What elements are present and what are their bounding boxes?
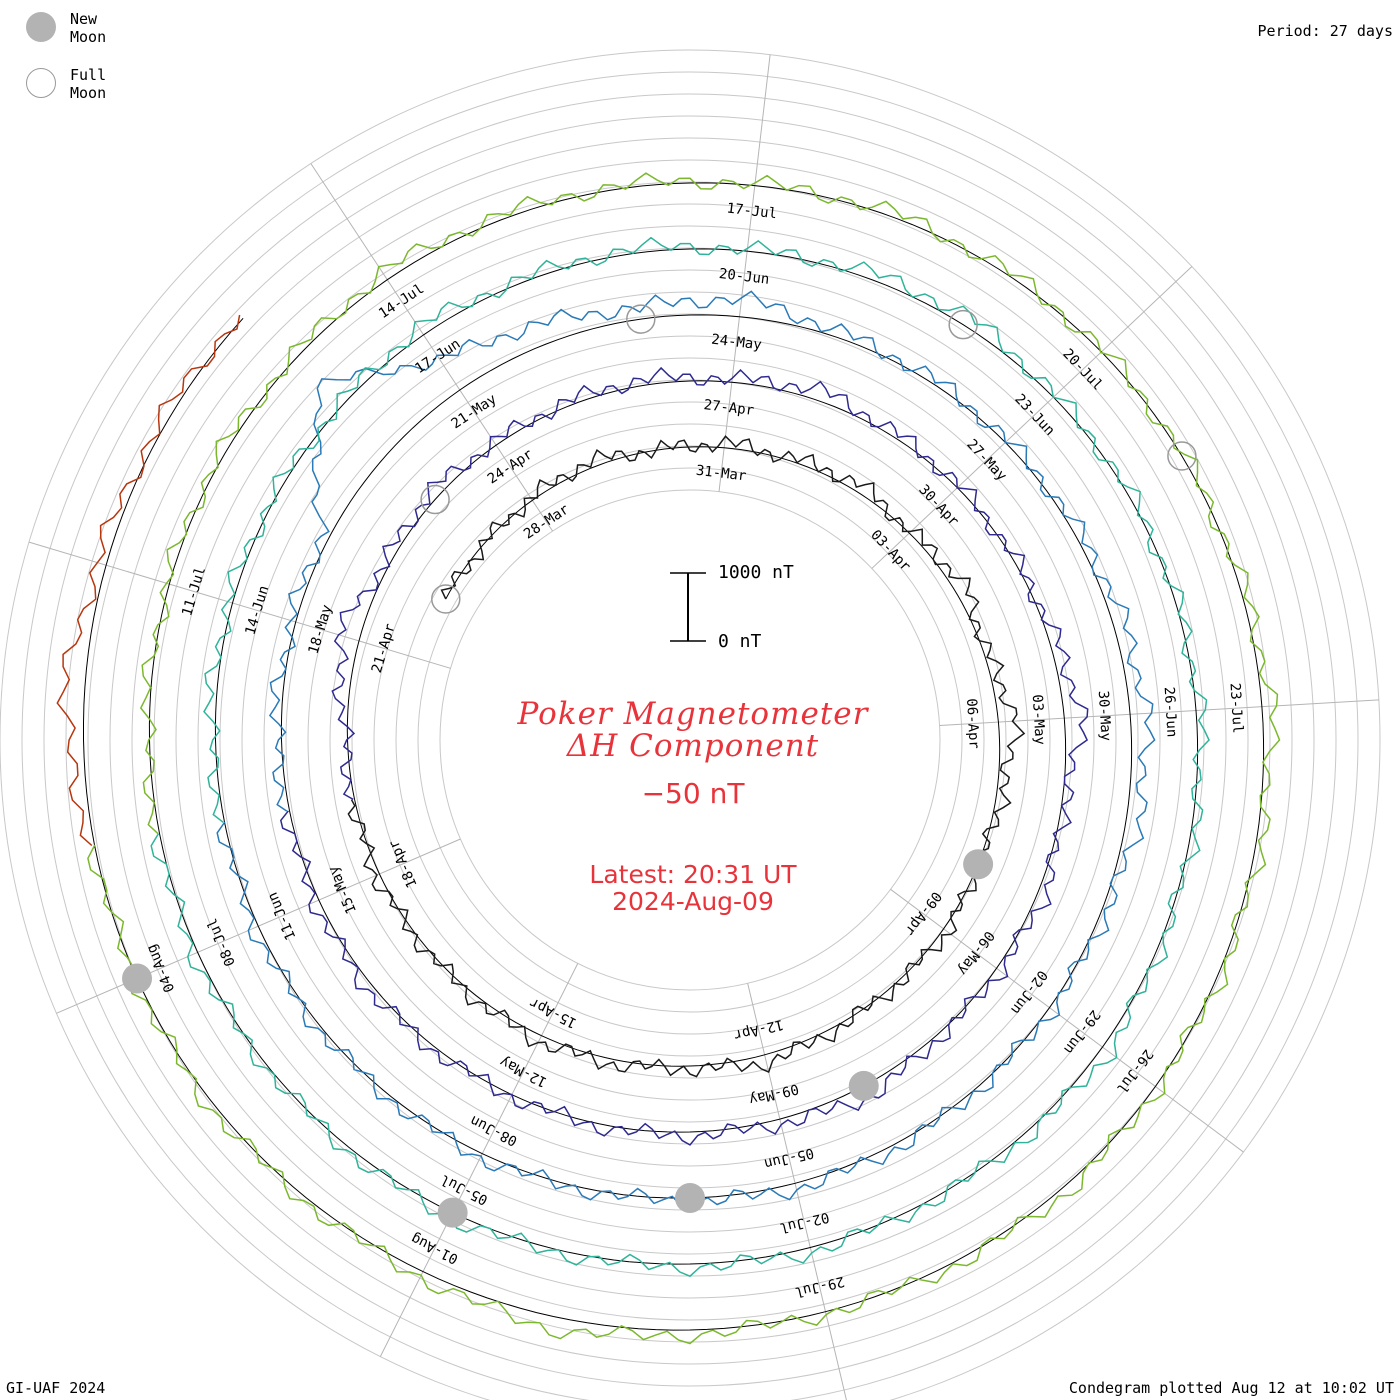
date-label: 12-May xyxy=(497,1053,549,1090)
footer-credit: GI-UAF 2024 xyxy=(6,1379,106,1397)
grid-circle xyxy=(351,401,1029,1079)
date-spoke xyxy=(379,963,579,1357)
offset-label: −50 nT xyxy=(641,777,745,810)
footer-plotted: Condegram plotted Aug 12 at 10:02 UT xyxy=(1068,1379,1394,1397)
full-moon-label: Full Moon xyxy=(70,66,107,102)
date-label: 06-Apr xyxy=(963,698,982,749)
new-moon-label: New Moon xyxy=(70,10,107,46)
date-label: 27-Apr xyxy=(703,397,755,419)
grid-circle xyxy=(329,379,1051,1101)
date-label: 26-Jun xyxy=(1161,686,1180,737)
latest-time: Latest: 20:31 UT xyxy=(589,860,797,889)
grid-circle xyxy=(395,445,985,1035)
date-label: 06-May xyxy=(954,928,997,978)
date-label: 20-Jul xyxy=(1059,346,1105,394)
date-label: 30-May xyxy=(1095,690,1114,741)
scale-top-label: 1000 nT xyxy=(718,562,794,583)
series-trace xyxy=(279,366,1089,1146)
date-label: 30-Apr xyxy=(915,482,961,530)
date-label: 03-Apr xyxy=(867,527,913,575)
new-moon-marker xyxy=(122,963,153,994)
date-spoke xyxy=(890,888,1244,1153)
full-moon-marker xyxy=(420,484,450,515)
date-label: 14-Jul xyxy=(376,281,427,322)
grid-circle xyxy=(197,247,1183,1233)
date-spoke xyxy=(310,163,554,532)
date-label: 29-Jul xyxy=(793,1273,846,1300)
date-label: 28-Mar xyxy=(521,501,572,542)
grid-circle xyxy=(131,181,1249,1299)
date-label: 09-May xyxy=(747,1080,800,1107)
baseline-spiral xyxy=(83,182,1265,1331)
moon-markers xyxy=(122,304,1197,1228)
grid-circle xyxy=(373,423,1007,1057)
grid-circle xyxy=(417,467,963,1013)
grid-circle xyxy=(43,93,1337,1387)
series-trace xyxy=(150,236,1210,1278)
baselines xyxy=(83,182,1265,1331)
date-label: 17-Jun xyxy=(412,336,463,377)
date-label: 12-Apr xyxy=(732,1016,785,1043)
date-label: 27-May xyxy=(963,436,1009,484)
date-label: 24-Apr xyxy=(485,446,536,487)
chart-subtitle: ΔH Component xyxy=(566,728,820,764)
date-label: 23-Jul xyxy=(1227,682,1246,733)
date-label: 02-Jun xyxy=(1007,967,1050,1017)
new-moon-marker xyxy=(675,1183,705,1213)
new-moon-marker xyxy=(437,1197,468,1228)
date-label: 31-Mar xyxy=(695,463,747,485)
grid-circles xyxy=(0,49,1381,1400)
grid-circle xyxy=(21,71,1359,1400)
date-label: 11-Jul xyxy=(179,565,209,618)
date-label: 15-Apr xyxy=(527,994,579,1031)
series-trace xyxy=(216,290,1156,1212)
series-trace xyxy=(87,172,1281,1345)
scale-bottom-label: 0 nT xyxy=(718,631,762,652)
date-label: 18-May xyxy=(306,603,336,656)
new-moon-marker xyxy=(848,1070,879,1101)
date-label: 03-May xyxy=(1029,694,1048,745)
grid-circle xyxy=(307,357,1073,1123)
chart-title: Poker Magnetometer xyxy=(517,696,869,732)
date-label: 26-Jul xyxy=(1113,1046,1156,1096)
full-moon-icon xyxy=(26,68,56,98)
date-label: 21-Apr xyxy=(369,622,399,675)
full-moon-marker xyxy=(626,304,656,334)
grid-circle xyxy=(263,313,1117,1167)
date-label: 05-Jun xyxy=(763,1144,816,1171)
grid-circle xyxy=(439,489,941,991)
date-label: 02-Jul xyxy=(778,1209,831,1236)
date-label: 20-Jun xyxy=(718,266,770,288)
series-traces xyxy=(56,172,1281,1345)
grid-circle xyxy=(0,49,1381,1400)
grid-circle xyxy=(65,115,1315,1365)
full-moon-marker xyxy=(948,309,978,340)
date-label: 23-Jun xyxy=(1011,391,1057,439)
date-label: 14-Jun xyxy=(242,584,272,637)
date-label: 29-Jun xyxy=(1060,1007,1103,1057)
series-trace xyxy=(56,314,241,847)
new-moon-icon xyxy=(26,12,56,42)
grid-circle xyxy=(87,137,1293,1343)
date-label: 24-May xyxy=(710,332,762,354)
full-moon-marker xyxy=(431,584,461,614)
series-trace xyxy=(347,435,1026,1078)
scale-bar xyxy=(670,572,706,642)
full-moon-marker xyxy=(1167,441,1197,471)
new-moon-marker xyxy=(963,849,994,880)
date-spoke xyxy=(718,54,771,492)
date-label: 17-Jul xyxy=(726,200,778,222)
grid-circle xyxy=(109,159,1271,1321)
date-spoke xyxy=(28,541,451,669)
grid-circle xyxy=(175,225,1205,1255)
date-label: 21-May xyxy=(449,391,500,432)
period-label: Period: 27 days xyxy=(1257,22,1393,40)
latest-date: 2024-Aug-09 xyxy=(612,887,774,916)
date-spoke xyxy=(871,266,1193,569)
